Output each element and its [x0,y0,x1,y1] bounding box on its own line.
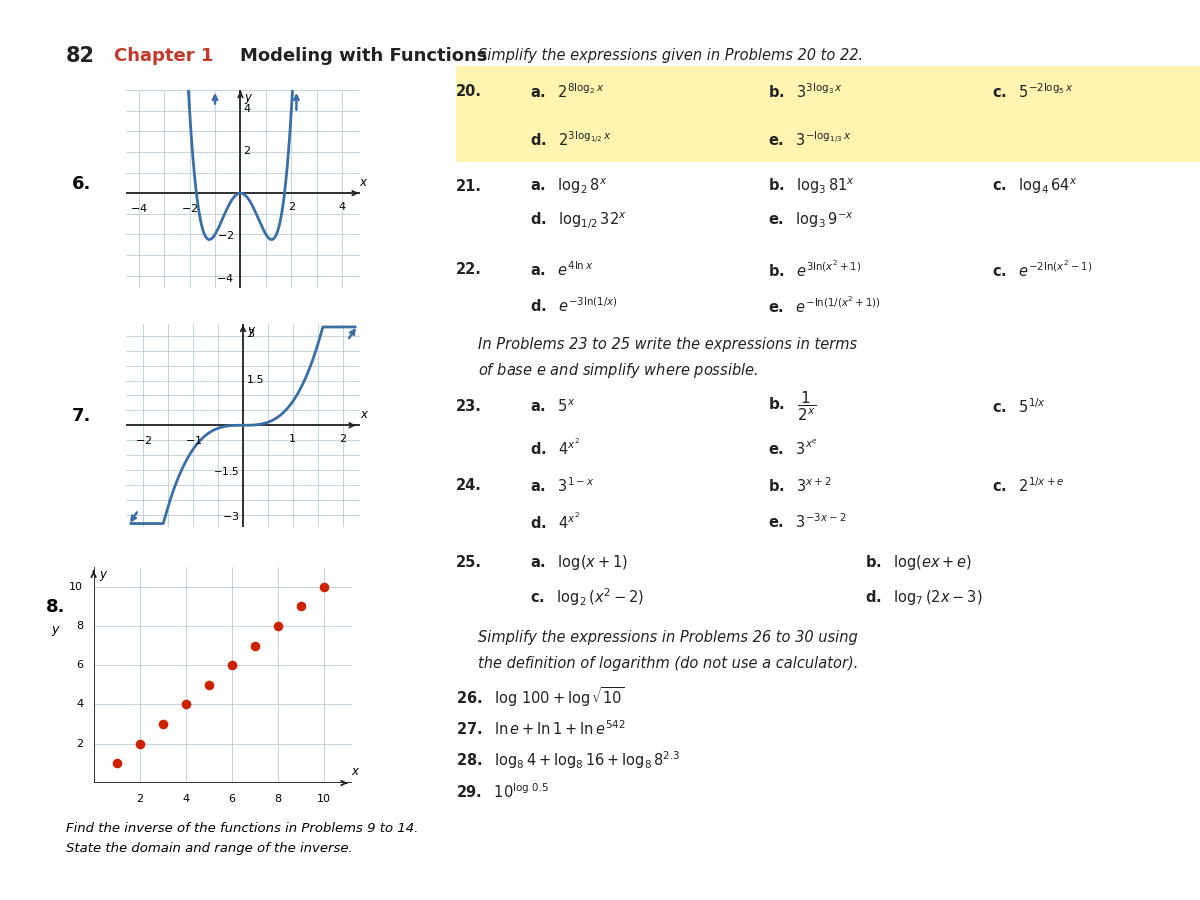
Text: 8: 8 [76,621,83,631]
Point [314,580,334,594]
Text: 23.: 23. [456,400,482,414]
Text: 21.: 21. [456,179,482,194]
Text: 10: 10 [70,581,83,591]
Text: Simplify the expressions in Problems 26 to 30 using: Simplify the expressions in Problems 26 … [479,630,858,644]
Text: 2: 2 [76,739,83,749]
Text: $\mathbf{e.}\ \ 3^{-3x-2}$: $\mathbf{e.}\ \ 3^{-3x-2}$ [768,513,847,531]
Point [154,717,173,732]
Text: $\mathbf{a.}\ \ \log_2 8^x$: $\mathbf{a.}\ \ \log_2 8^x$ [530,176,607,196]
Point [130,736,149,751]
Text: 4: 4 [244,104,251,113]
Text: $y$: $y$ [244,92,253,105]
Text: 22.: 22. [456,263,482,277]
Point [107,756,126,770]
Point [199,678,218,692]
Text: $\mathbf{e.}\ \ e^{-\ln(1/(x^2+1))}$: $\mathbf{e.}\ \ e^{-\ln(1/(x^2+1))}$ [768,296,882,316]
Text: 6: 6 [77,661,83,670]
Text: 10: 10 [317,794,331,804]
Text: In Problems 23 to 25 write the expressions in terms: In Problems 23 to 25 write the expressio… [479,338,858,352]
Point [292,599,311,614]
Text: $\mathbf{29.}\ \ 10^{\log\,0.5}$: $\mathbf{29.}\ \ 10^{\log\,0.5}$ [456,783,548,801]
Point [245,638,264,652]
Text: $\mathbf{a.}\ \ 2^{8\log_2 x}$: $\mathbf{a.}\ \ 2^{8\log_2 x}$ [530,83,605,101]
Text: $-$4: $-$4 [130,202,148,214]
FancyBboxPatch shape [449,66,1200,115]
Text: $x$: $x$ [360,176,368,189]
Text: Find the inverse of the functions in Problems 9 to 14.: Find the inverse of the functions in Pro… [66,822,419,834]
Text: 6: 6 [228,794,235,804]
Text: $-$4: $-$4 [216,272,234,284]
Text: the definition of logarithm (do not use a calculator).: the definition of logarithm (do not use … [479,656,859,670]
Text: 25.: 25. [456,555,482,570]
Text: $\mathbf{b.}\ \ 3^{3\log_3 x}$: $\mathbf{b.}\ \ 3^{3\log_3 x}$ [768,83,844,101]
Text: $\mathbf{c.}\ \ 5^{-2\log_5 x}$: $\mathbf{c.}\ \ 5^{-2\log_5 x}$ [991,83,1073,101]
Text: $\mathbf{b.}\ \ e^{3\ln(x^2+1)}$: $\mathbf{b.}\ \ e^{3\ln(x^2+1)}$ [768,260,862,280]
Text: State the domain and range of the inverse.: State the domain and range of the invers… [66,842,353,855]
Text: $\mathbf{27.}\ \ \ln e + \ln 1 + \ln e^{542}$: $\mathbf{27.}\ \ \ln e + \ln 1 + \ln e^{… [456,720,625,738]
Text: 4: 4 [182,794,190,804]
Text: $\mathbf{e.}\ \ 3^{-\log_{1/3} x}$: $\mathbf{e.}\ \ 3^{-\log_{1/3} x}$ [768,130,852,148]
Text: $\mathbf{26.}\ \ \log\,100 + \log\sqrt{10}$: $\mathbf{26.}\ \ \log\,100 + \log\sqrt{1… [456,686,625,709]
Text: $\mathbf{c.}\ \ e^{-2\ln(x^2-1)}$: $\mathbf{c.}\ \ e^{-2\ln(x^2-1)}$ [991,260,1092,280]
Text: 8.: 8. [46,598,65,616]
Text: $\mathbf{d.}\ \ \log_{1/2} 32^x$: $\mathbf{d.}\ \ \log_{1/2} 32^x$ [530,211,628,230]
Text: $\mathbf{b.}\ \ \log_3 81^x$: $\mathbf{b.}\ \ \log_3 81^x$ [768,176,856,196]
Text: 20.: 20. [456,85,482,99]
Text: 2: 2 [136,794,143,804]
Text: $\mathbf{b.}\ \ \dfrac{1}{2^x}$: $\mathbf{b.}\ \ \dfrac{1}{2^x}$ [768,390,817,424]
Text: 1.5: 1.5 [247,375,265,385]
Text: 3: 3 [247,329,254,339]
Text: 7.: 7. [72,407,91,425]
Text: 24.: 24. [456,479,482,493]
Text: $x$: $x$ [352,765,360,778]
Text: 2: 2 [244,146,251,156]
Text: $\mathbf{c.}\ \ \log_4 64^x$: $\mathbf{c.}\ \ \log_4 64^x$ [991,176,1076,196]
Text: $\mathbf{e.}\ \ 3^{x^e}$: $\mathbf{e.}\ \ 3^{x^e}$ [768,438,818,458]
Point [176,698,196,712]
Point [222,658,241,672]
Text: 4: 4 [338,202,346,212]
Text: 2: 2 [340,434,346,444]
Text: y: y [52,624,59,636]
Text: $\mathbf{c.}\ \ 2^{1/x+e}$: $\mathbf{c.}\ \ 2^{1/x+e}$ [991,477,1064,495]
Point [269,618,288,633]
Text: $\mathbf{a.}\ \ e^{4\ln x}$: $\mathbf{a.}\ \ e^{4\ln x}$ [530,261,594,279]
Text: $\mathbf{a.}\ \ 5^x$: $\mathbf{a.}\ \ 5^x$ [530,399,576,415]
Text: $\mathbf{b.}\ \ \log(ex+e)$: $\mathbf{b.}\ \ \log(ex+e)$ [865,553,972,572]
Text: $\mathbf{c.}\ \ 5^{1/x}$: $\mathbf{c.}\ \ 5^{1/x}$ [991,398,1046,416]
Text: $\mathbf{d.}\ \ \log_7(2x-3)$: $\mathbf{d.}\ \ \log_7(2x-3)$ [865,588,983,608]
Text: $-$2: $-$2 [181,202,198,214]
Text: 4: 4 [76,699,83,709]
Text: $\mathbf{a.}\ \ \log(x+1)$: $\mathbf{a.}\ \ \log(x+1)$ [530,553,629,572]
Text: of base $e$ and simplify where possible.: of base $e$ and simplify where possible. [479,361,758,381]
Text: $-$2: $-$2 [134,434,152,446]
Text: Chapter 1: Chapter 1 [114,47,214,65]
Text: $\mathbf{b.}\ \ 3^{x+2}$: $\mathbf{b.}\ \ 3^{x+2}$ [768,477,833,495]
Text: 1: 1 [289,434,296,444]
Text: $\mathbf{d.}\ \ 2^{3\log_{1/2} x}$: $\mathbf{d.}\ \ 2^{3\log_{1/2} x}$ [530,130,612,148]
Text: $-$2: $-$2 [217,230,234,241]
Text: $\mathbf{c.}\ \ \log_2(x^2-2)$: $\mathbf{c.}\ \ \log_2(x^2-2)$ [530,587,644,608]
Text: $\mathbf{d.}\ \ e^{-3\ln(1/x)}$: $\mathbf{d.}\ \ e^{-3\ln(1/x)}$ [530,297,618,315]
Text: $y$: $y$ [247,326,257,339]
Text: $y$: $y$ [100,569,109,583]
Text: $\mathbf{28.}\ \ \log_8 4 + \log_8 16 + \log_8 8^{2.3}$: $\mathbf{28.}\ \ \log_8 4 + \log_8 16 + … [456,750,680,771]
Text: $x$: $x$ [360,408,370,421]
Text: 82: 82 [66,46,95,66]
Text: $-$3: $-$3 [222,510,239,522]
Text: $\mathbf{d.}\ \ 4^{x^2}$: $\mathbf{d.}\ \ 4^{x^2}$ [530,438,581,458]
Text: $\mathbf{e.}\ \ \log_3 9^{-x}$: $\mathbf{e.}\ \ \log_3 9^{-x}$ [768,211,854,230]
Text: Modeling with Functions: Modeling with Functions [240,47,487,65]
Text: $-$1: $-$1 [185,434,202,446]
FancyBboxPatch shape [449,115,1200,162]
Text: 6.: 6. [72,175,91,193]
Text: Simplify the expressions given in Problems 20 to 22.: Simplify the expressions given in Proble… [479,49,864,63]
Text: 8: 8 [275,794,282,804]
Text: $\mathbf{d.}\ \ 4^{x^2}$: $\mathbf{d.}\ \ 4^{x^2}$ [530,512,581,532]
Text: 2: 2 [288,202,295,212]
Text: $-$1.5: $-$1.5 [212,464,239,476]
Text: $\mathbf{a.}\ \ 3^{1-x}$: $\mathbf{a.}\ \ 3^{1-x}$ [530,477,595,495]
